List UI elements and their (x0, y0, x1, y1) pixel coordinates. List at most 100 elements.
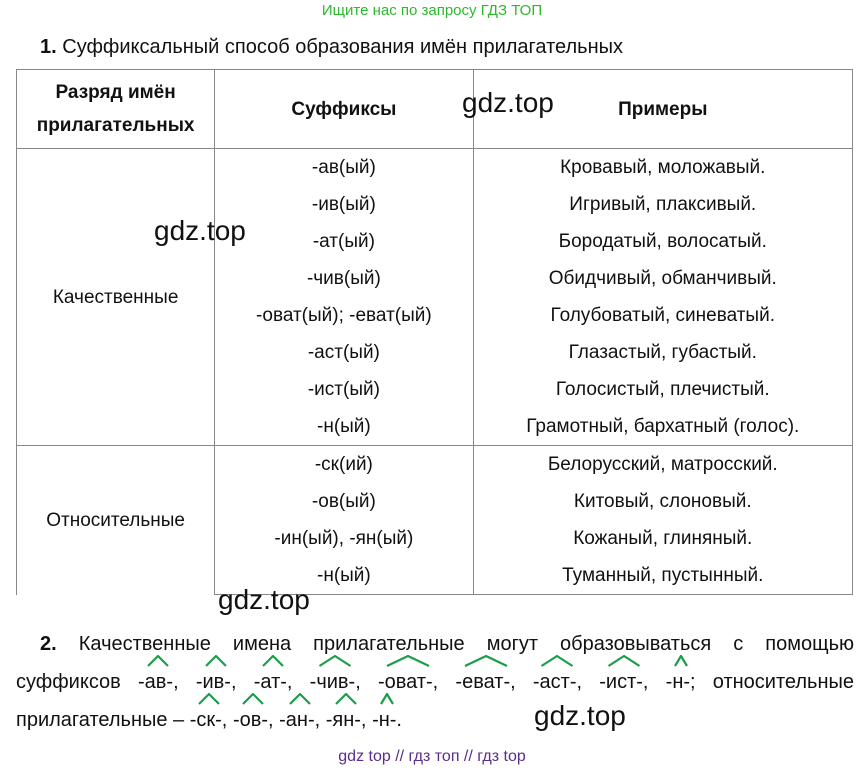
suffix-mark-icon (288, 692, 311, 705)
watermark: gdz.top (218, 584, 310, 615)
suffix-q2: -ат-, (253, 654, 293, 701)
section-2-line-1: 2. Качественные имена прилагательные мог… (16, 625, 854, 663)
suffix-mark-icon (205, 654, 227, 667)
suffix-cell: -н(ый) (214, 408, 474, 446)
section-1-number: 1. (40, 36, 57, 58)
suffix-text: -ан-, (279, 709, 321, 731)
examples-cell: Голубоватый, синеватый. (472, 297, 854, 334)
section-2-text: прилагательные – (16, 709, 185, 731)
suffix-text: -ат-, (253, 671, 293, 693)
suffix-text: -аст-, (532, 671, 583, 693)
category-cell: Относительные (15, 445, 216, 595)
suffix-mark-icon (386, 654, 430, 667)
suffix-q8: -н-; (665, 654, 696, 701)
suffix-text: -ист-, (599, 671, 649, 693)
examples-cell: Грамотный, бархатный (голос). (472, 408, 854, 446)
top-banner: Ищите нас по запросу ГДЗ ТОП (321, 2, 543, 19)
suffix-q3: -чив-, (309, 654, 361, 701)
table-row: Относительные -ск(ий) Белорусский, матросс… (15, 445, 854, 595)
suffix-text: -ск-, (189, 709, 228, 731)
suffix-cell: -н(ый) (214, 557, 474, 595)
suffix-cell: -ск(ий) (214, 445, 474, 483)
examples-cell: Китовый, слоновый. (472, 483, 854, 520)
suffix-text: -ав-, (138, 671, 179, 693)
table-header-row: Разряд имён прилагательных Суффиксы Прим… (15, 69, 854, 149)
suffix-cell: -ав(ый) (214, 148, 474, 186)
table-row: -ов(ый) Китовый, слоновый. (17, 483, 854, 520)
table-row: -оват(ый); -еват(ый) Голубоватый, синеват… (17, 297, 854, 334)
category-cell: Качественные (15, 148, 216, 446)
suffix-mark-icon (319, 654, 352, 667)
suffix-cell: -оват(ый); -еват(ый) (214, 297, 474, 334)
suffix-text: -чив-, (309, 671, 361, 693)
suffix-cell: -ив(ый) (214, 186, 474, 223)
suffix-text: -ов-, (232, 709, 274, 731)
table-row: -ив(ый) Игривый, плаксивый. (17, 186, 854, 223)
suffix-r3: -ян-, (325, 692, 367, 739)
suffix-q0: -ав-, (138, 654, 179, 701)
table-row: -аст(ый) Глазастый, губастый. (17, 334, 854, 371)
suffix-q1: -ив-, (195, 654, 237, 701)
suffix-mark-icon (380, 692, 394, 705)
examples-cell: Глазастый, губастый. (472, 334, 854, 371)
table-row: -ин(ый), -ян(ый) Кожаный, глиняный. (17, 520, 854, 557)
section-2-line-3: прилагательные – -ск-, -ов-, -ан-, -ян-,… (16, 692, 854, 739)
suffix-r2: -ан-, (279, 692, 321, 739)
watermark: gdz.top (154, 215, 246, 246)
suffix-q7: -ист-, (599, 654, 649, 701)
suffix-cell: -ов(ый) (214, 483, 474, 520)
suffix-mark-icon (607, 654, 640, 667)
suffix-text: -н-. (372, 709, 402, 731)
suffix-text: -ив-, (195, 671, 237, 693)
suffix-table: Разряд имён прилагательных Суффиксы Прим… (15, 69, 854, 595)
examples-cell: Белорусский, матросский. (472, 445, 854, 483)
examples-cell: Игривый, плаксивый. (472, 186, 854, 223)
suffix-mark-icon (147, 654, 170, 667)
watermark: gdz.top (462, 87, 554, 118)
suffix-q5: -еват-, (455, 654, 516, 701)
table-body: Качественные -ав(ый) Кровавый, моложавый. -… (15, 148, 854, 595)
table-row: -ат(ый) Бородатый, волосатый. (17, 223, 854, 260)
header-suffixes: Суффиксы (214, 69, 474, 149)
examples-cell: Туманный, пустынный. (472, 557, 854, 595)
suffix-mark-icon (673, 654, 688, 667)
examples-cell: Бородатый, волосатый. (472, 223, 854, 260)
suffix-mark-icon (464, 654, 508, 667)
footer-watermark: gdz top // гдз топ // гдз top (338, 748, 526, 765)
examples-cell: Кровавый, моложавый. (472, 148, 854, 186)
section-2-number: 2. (40, 633, 57, 655)
suffix-r4: -н-. (372, 692, 402, 739)
suffix-cell: -аст(ый) (214, 334, 474, 371)
section-1-title: Суффиксальный способ образования имён пр… (62, 36, 624, 58)
suffix-r1: -ов-, (232, 692, 274, 739)
examples-cell: Обидчивый, обманчивый. (472, 260, 854, 297)
section-1-heading: 1. Суффиксальный способ образования имён… (40, 36, 623, 59)
suffix-text: -ян-, (325, 709, 367, 731)
suffix-q4: -оват-, (377, 654, 439, 701)
section-2-text: относительные (712, 671, 855, 693)
header-category: Разряд имён прилагательных (15, 69, 216, 149)
table-row: -чив(ый) Обидчивый, обманчивый. (17, 260, 854, 297)
suffix-text: -еват-, (455, 671, 516, 693)
suffix-mark-icon (197, 692, 220, 705)
suffix-text: -оват-, (377, 671, 439, 693)
table-row: -ист(ый) Голосистый, плечистый. (17, 371, 854, 408)
watermark: gdz.top (534, 700, 626, 731)
section-2-text: суффиксов (16, 671, 121, 693)
table-row: -н(ый) Грамотный, бархатный (голос). (17, 408, 854, 446)
suffix-cell: -ист(ый) (214, 371, 474, 408)
examples-cell: Голосистый, плечистый. (472, 371, 854, 408)
section-2-text: Качественные имена прилагательные могут … (78, 633, 854, 655)
examples-cell: Кожаный, глиняный. (472, 520, 854, 557)
suffix-cell: -ин(ый), -ян(ый) (214, 520, 474, 557)
table-row: Качественные -ав(ый) Кровавый, моложавый. (15, 148, 854, 446)
suffix-cell: -чив(ый) (214, 260, 474, 297)
suffix-q6: -аст-, (532, 654, 583, 701)
suffix-r0: -ск-, (189, 692, 228, 739)
suffix-mark-icon (262, 654, 284, 667)
suffix-text: -н-; (665, 671, 696, 693)
suffix-mark-icon (541, 654, 574, 667)
header-examples: Примеры (472, 69, 854, 149)
suffix-mark-icon (335, 692, 357, 705)
suffix-mark-icon (242, 692, 265, 705)
